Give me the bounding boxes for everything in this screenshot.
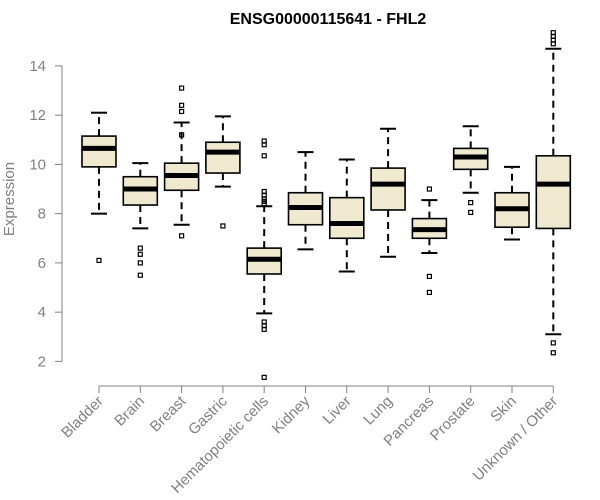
- y-tick-label: 4: [38, 304, 46, 321]
- chart-title: ENSG00000115641 - FHL2: [230, 11, 427, 28]
- box: [370, 167, 406, 211]
- y-tick-label: 6: [38, 255, 46, 272]
- box-group: [205, 115, 241, 229]
- x-tick-label: Prostate: [427, 393, 479, 445]
- outlier-point: [179, 108, 185, 115]
- box-group: [494, 165, 530, 241]
- outlier-point: [137, 260, 143, 266]
- y-tick-label: 12: [29, 107, 46, 124]
- box: [205, 141, 241, 174]
- y-tick-label: 8: [38, 206, 46, 223]
- outlier-point: [137, 245, 143, 251]
- x-tick-label: Bladder: [58, 393, 107, 442]
- box-group: [246, 138, 282, 380]
- x-tick-label: Kidney: [269, 392, 314, 437]
- outlier-point: [137, 272, 143, 278]
- x-tick-label: Skin: [487, 393, 520, 426]
- outlier-point: [426, 289, 432, 296]
- box: [535, 154, 572, 230]
- outlier-point: [426, 186, 432, 192]
- outlier-point: [261, 201, 267, 207]
- outlier-point: [550, 340, 556, 346]
- outlier-point: [261, 326, 267, 332]
- box-group: [122, 162, 159, 278]
- box-group: [287, 151, 324, 251]
- outlier-point: [96, 257, 102, 264]
- box-group: [411, 186, 448, 296]
- outlier-point: [550, 41, 556, 47]
- outlier-point: [550, 350, 556, 356]
- box-group: [452, 125, 489, 216]
- box-group: [370, 127, 406, 258]
- box-group: [163, 85, 200, 239]
- plot-area: [81, 30, 572, 380]
- box-group: [328, 158, 365, 273]
- box: [328, 196, 365, 240]
- outlier-point: [179, 233, 185, 239]
- y-axis-label: Expression: [1, 162, 18, 236]
- box-group: [81, 111, 117, 264]
- outlier-point: [220, 223, 226, 229]
- y-axis: 2 4 6 8 10 12 14: [29, 58, 63, 370]
- outlier-point: [261, 153, 267, 159]
- outlier-point: [137, 251, 143, 257]
- outlier-point: [426, 273, 432, 280]
- outlier-point: [261, 142, 267, 148]
- x-tick-label: Breast: [147, 392, 190, 435]
- outlier-point: [179, 132, 185, 138]
- outlier-point: [179, 85, 185, 91]
- box: [81, 135, 117, 168]
- outlier-point: [261, 374, 267, 380]
- x-tick-label: Lung: [360, 393, 396, 429]
- y-tick-label: 14: [29, 58, 46, 75]
- outlier-point: [179, 102, 185, 108]
- x-tick-label: Liver: [320, 393, 355, 428]
- box-group: [535, 30, 572, 356]
- x-tick-label: Brain: [111, 393, 148, 430]
- outlier-point: [468, 209, 474, 216]
- outlier-point: [468, 199, 474, 206]
- y-tick-label: 2: [38, 353, 46, 370]
- y-tick-label: 10: [29, 156, 46, 173]
